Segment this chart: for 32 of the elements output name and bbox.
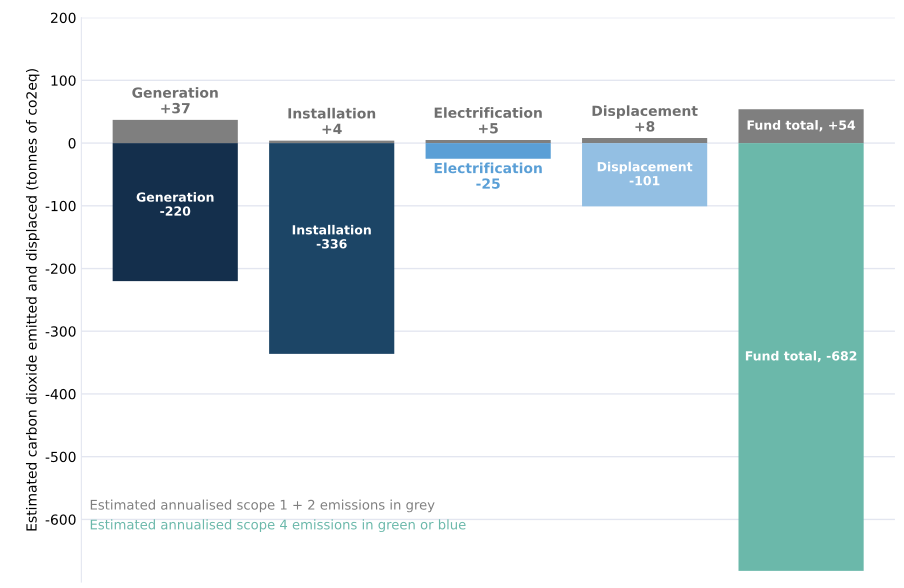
- y-tick-label: -500: [46, 452, 76, 462]
- y-tick-label: -300: [46, 326, 76, 337]
- bar: [426, 140, 551, 144]
- bar: [112, 120, 238, 144]
- data-label: Installation -336: [292, 224, 371, 249]
- data-label: Installation +4: [288, 108, 376, 134]
- y-tick-label: 100: [52, 75, 76, 86]
- data-label: Displacement +8: [592, 105, 698, 132]
- data-label: Electrification -25: [434, 162, 542, 189]
- data-label: Electrification +5: [434, 107, 542, 134]
- bar: [738, 109, 864, 144]
- bar: [269, 143, 394, 354]
- data-label: Displacement -101: [598, 162, 692, 186]
- bar: [582, 138, 708, 144]
- data-label: Generation +37: [132, 87, 218, 114]
- y-tick-label: -100: [46, 200, 76, 212]
- y-tick-label: 200: [51, 12, 76, 24]
- data-label: Fund total, +54: [748, 120, 856, 132]
- bar: [582, 143, 708, 206]
- y-tick-label: 0: [68, 138, 76, 149]
- y-tick-label: -200: [46, 263, 76, 274]
- data-label: Fund total, -682: [746, 350, 856, 362]
- y-axis-title: Estimated carbon dioxide emitted and displaced (tonnes of co2eq): [26, 69, 40, 530]
- bar: [426, 143, 551, 159]
- y-tick-label: -400: [46, 388, 76, 400]
- bar: [738, 143, 864, 571]
- data-label: Generation -220: [136, 192, 214, 216]
- y-tick-label: -600: [46, 514, 76, 525]
- annotation: Estimated annualised scope 4 emissions in green or blue: [90, 519, 466, 532]
- annotation: Estimated annualised scope 1 + 2 emissions in grey: [90, 500, 435, 512]
- bar: [269, 140, 394, 144]
- bar: [112, 143, 238, 282]
